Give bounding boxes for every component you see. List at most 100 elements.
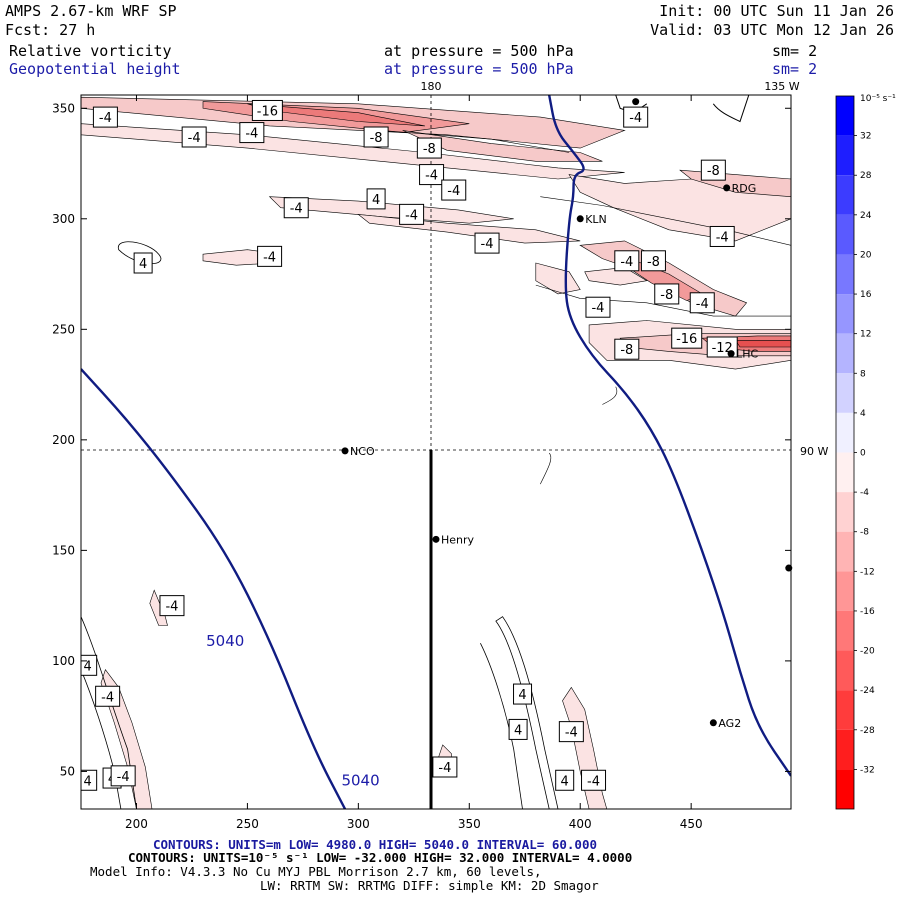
vorticity-label: -8: [423, 142, 436, 157]
vorticity-label-box: [614, 338, 640, 360]
vorticity-label-box: [513, 683, 533, 705]
vorticity-label: -4: [591, 301, 604, 316]
vorticity-label-box: [700, 159, 726, 181]
vorticity-label: -4: [447, 184, 460, 199]
vorticity-label-box: [508, 718, 528, 740]
height-label-bg: [203, 632, 248, 650]
colorbar-tick-label: 0: [860, 449, 866, 459]
x-tick-label: 200: [125, 817, 148, 831]
y-tick-label: 200: [52, 433, 75, 447]
colorbar-title: 10⁻⁵ s⁻¹: [860, 94, 896, 104]
vort-band: [734, 340, 791, 348]
vorticity-label-box: [585, 296, 611, 318]
vorticity-label: 4: [561, 774, 569, 789]
model-info: Model Info: V4.3.3 No Cu MYJ PBL Morriso…: [90, 864, 542, 879]
colorbar-swatch: [836, 452, 854, 493]
vorticity-label-box: [654, 283, 680, 305]
vorticity-label: 4: [372, 193, 380, 208]
vorticity-label: -4: [101, 690, 114, 705]
vort-contour: [495, 616, 559, 809]
vorticity-label: -4: [716, 230, 729, 245]
station-label: KLN: [585, 213, 607, 226]
field1-pressure: at pressure = 500 hPa: [384, 42, 574, 60]
vorticity-label: -4: [290, 202, 303, 217]
colorbar-tick-label: -12: [860, 567, 875, 577]
y-tick-label: 50: [60, 764, 75, 778]
vorticity-label-box: [95, 685, 121, 707]
colorbar-swatch: [836, 690, 854, 730]
colorbar-tick-label: -20: [860, 647, 875, 657]
vort-contour: [540, 452, 552, 485]
meridian-180-label: 180: [421, 80, 442, 93]
colorbar-tick-label: 20: [860, 250, 872, 260]
valid-time: Valid: 03 UTC Mon 12 Jan 26: [650, 21, 894, 39]
vorticity-label-box: [399, 203, 425, 225]
vorticity-label-box: [416, 137, 442, 159]
x-tick-label: 400: [569, 817, 592, 831]
colorbar-swatch: [836, 135, 854, 176]
lat-90w-label: 90 W: [800, 445, 828, 458]
vorticity-label-box: [441, 179, 467, 201]
colorbar-tick-label: 16: [860, 290, 872, 300]
vorticity-label-box: [614, 250, 640, 272]
vorticity-label-box: [110, 765, 136, 787]
vorticity-label: -4: [438, 761, 451, 776]
vorticity-label: -4: [425, 169, 438, 184]
field1-name: Relative vorticity: [9, 42, 172, 60]
vorticity-label-box: [671, 327, 703, 349]
colorbar-tick-label: -28: [860, 726, 875, 736]
y-tick-label: 100: [52, 654, 75, 668]
y-tick-label: 250: [52, 322, 75, 336]
physics-info: LW: RRTM SW: RRTMG DIFF: simple KM: 2D S…: [260, 878, 599, 893]
vort-band: [81, 123, 625, 180]
colorbar-tick-label: -8: [860, 528, 869, 538]
colorbar-tick-label: -32: [860, 765, 875, 775]
vorticity-label-box: [689, 292, 715, 314]
vorticity-label-box: [92, 106, 118, 128]
height-contour-info: CONTOURS: UNITS=m LOW= 4980.0 HIGH= 5040…: [153, 837, 598, 852]
station-label: RDG: [732, 182, 757, 195]
colorbar-swatch: [836, 96, 854, 136]
plot-frame: [80, 94, 792, 810]
vorticity-label-box: [81, 769, 98, 791]
x-tick-label: 450: [680, 817, 703, 831]
vorticity-label: -4: [565, 726, 578, 741]
height-contour-5040: [547, 95, 791, 777]
vort-contour: [602, 386, 618, 405]
vorticity-label-box: [555, 769, 575, 791]
station-marker: [341, 447, 349, 455]
colorbar-swatch: [836, 769, 854, 809]
vort-band: [535, 262, 581, 295]
vorticity-label: -4: [587, 774, 600, 789]
vorticity-contour-info: CONTOURS: UNITS=10⁻⁵ s⁻¹ LOW= -32.000 HI…: [128, 850, 633, 865]
vorticity-label-box: [623, 106, 649, 128]
vorticity-label: -4: [263, 250, 276, 265]
colorbar-tick-label: 32: [860, 132, 871, 142]
field1-smoothing: sm= 2: [772, 42, 818, 60]
vorticity-label: -4: [188, 131, 201, 146]
height-contour-label: 5040: [341, 771, 379, 789]
vort-contour: [81, 616, 137, 809]
vorticity-label-box: [81, 654, 98, 676]
vorticity-label: -4: [245, 127, 258, 142]
station-marker: [632, 98, 640, 106]
coastline: [712, 95, 750, 123]
station-marker: [576, 215, 584, 223]
vorticity-label-box: [366, 188, 386, 210]
colorbar-swatch: [836, 650, 854, 691]
colorbar-swatch: [836, 571, 854, 611]
height-contour-label: 5040: [206, 632, 244, 650]
colorbar-swatch: [836, 412, 854, 453]
height-label-bg: [338, 771, 383, 789]
station-marker: [727, 350, 735, 358]
vorticity-label: -8: [647, 255, 660, 270]
vorticity-label-box: [181, 126, 207, 148]
y-tick-label: 150: [52, 543, 75, 557]
vort-contour: [380, 130, 570, 153]
x-tick-label: 250: [236, 817, 259, 831]
vorticity-label: -16: [676, 332, 697, 347]
vorticity-label: -4: [405, 208, 418, 223]
vorticity-label: 4: [84, 659, 92, 674]
vorticity-label-box: [474, 232, 500, 254]
vorticity-label: -8: [660, 288, 673, 303]
